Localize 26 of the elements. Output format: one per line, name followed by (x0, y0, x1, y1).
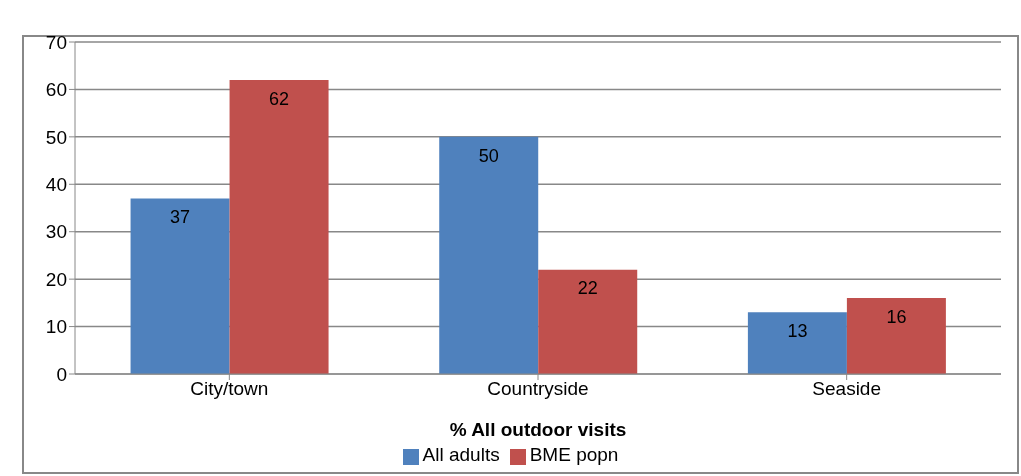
y-tick-label: 10 (45, 316, 67, 338)
y-tick-label: 30 (45, 221, 67, 243)
y-tick-label: 0 (56, 363, 67, 385)
y-tick-label: 40 (45, 174, 67, 196)
y-tick-label: 70 (45, 31, 67, 53)
x-axis-title: % All outdoor visits (449, 419, 627, 440)
x-tick-label: City/town (190, 378, 269, 400)
data-label: 50 (478, 145, 499, 166)
bar (229, 79, 329, 374)
x-tick-label: Countryside (487, 378, 589, 400)
legend-label: All adults (422, 444, 500, 465)
bar (130, 198, 230, 374)
data-label: 37 (170, 207, 191, 228)
data-label: 13 (787, 321, 808, 342)
bar (439, 136, 539, 374)
y-tick-label: 50 (45, 126, 67, 148)
data-label: 22 (577, 278, 598, 299)
bar (538, 269, 638, 374)
y-tick-label: 20 (45, 268, 67, 290)
bar (747, 312, 847, 374)
data-label: 62 (269, 88, 290, 109)
legend-label: BME popn (529, 444, 619, 465)
y-tick-label: 60 (45, 79, 67, 101)
data-label: 16 (886, 306, 907, 327)
x-tick-label: Seaside (812, 378, 881, 400)
bar (846, 298, 946, 374)
